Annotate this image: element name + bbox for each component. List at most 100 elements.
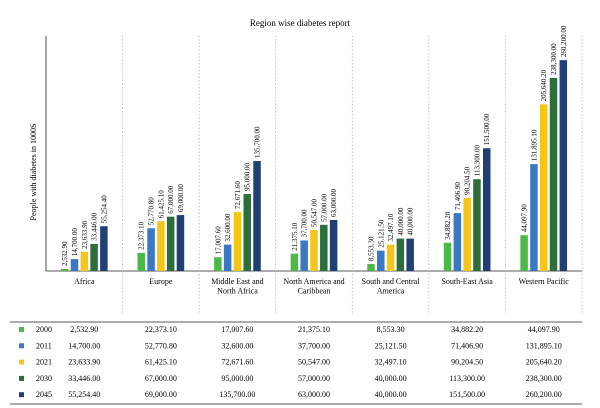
value-label: 69,000.00 [177,184,185,213]
legend-swatch-2000 [19,327,24,332]
table-cell: 8,553.30 [377,325,405,334]
value-label: 95,000.00 [244,163,252,192]
value-label: 32,497.10 [387,213,395,242]
bar-2011-4 [300,240,308,271]
value-label: 238,300.00 [550,43,558,75]
legend-year-2000: 2000 [36,325,52,334]
category-label: North America and [283,277,344,286]
value-label: 34,882.20 [444,211,452,240]
table-cell: 205,640.20 [526,358,562,367]
value-label: 50,547.00 [311,199,319,228]
table-cell: 71,406.90 [451,341,483,350]
bar-2000-7 [520,235,528,271]
table-cell: 55,254.40 [68,390,100,399]
category-label: South and Central [362,277,421,286]
table-cell: 90,204.50 [451,358,483,367]
value-label: 17,007.60 [214,226,222,255]
table-cell: 52,770.80 [145,341,177,350]
table-cell: 44,097.90 [528,325,560,334]
bar-2000-1 [60,268,69,271]
table-cell: 67,000.00 [145,374,177,383]
bar-2000-3 [214,257,222,271]
value-label: 205,640.20 [540,69,548,101]
legend-year-2030: 2030 [36,374,52,383]
table-cell: 113,300.00 [449,374,485,383]
value-label: 131,895.10 [530,129,538,161]
table-cell: 40,000.00 [375,390,407,399]
bar-2030-3 [243,194,251,271]
value-label: 52,770.80 [148,197,156,226]
table-cell: 151,500.00 [449,390,485,399]
value-label: 2,532.90 [61,241,69,266]
category-label: Caribbean [298,287,331,296]
value-label: 151,500.00 [483,113,491,145]
legend-year-2011: 2011 [36,341,52,350]
bar-2045-5 [406,238,414,271]
data-table: 2000 2,532.90 22,373.10 17,007.60 21,375.10 8… [10,321,582,405]
bar-2030-7 [549,77,558,271]
bar-2011-6 [453,213,462,271]
bar-2030-1 [90,243,98,271]
value-label: 33,446.00 [91,212,99,241]
legend-swatch-2011 [19,343,24,349]
bar-2000-5 [367,264,375,271]
table-cell: 95,000.00 [221,374,253,383]
category-label: South-East Asia [441,277,493,286]
table-cell: 22,373.10 [145,325,177,334]
bar-2045-6 [482,148,491,271]
value-label: 135,700.00 [254,126,262,158]
category-label: Western Pacific [519,277,570,286]
bar-2011-1 [70,259,79,271]
value-label: 67,000.00 [167,185,175,214]
table-cell: 14,700.00 [68,341,100,350]
bar-2011-3 [223,244,232,271]
table-cell: 33,446.00 [68,374,100,383]
value-label: 63,000.00 [330,188,338,217]
table-cell: 57,000.00 [298,374,330,383]
bar-2030-2 [166,216,175,271]
bar-2021-7 [539,104,548,271]
value-label: 37,700.00 [301,209,309,238]
table-cell: 260,200.00 [526,390,562,399]
bar-2021-4 [310,230,318,271]
bar-2000-2 [137,252,146,271]
table-cell: 17,007.60 [221,325,253,334]
value-label: 21,375.10 [291,222,299,251]
table-cell: 63,000.00 [298,390,330,399]
value-label: 44,097.90 [521,204,529,233]
value-label: 113,300.00 [473,144,481,176]
bar-2045-4 [329,219,338,271]
bar-2021-1 [80,251,89,271]
value-label: 72,671.60 [234,181,242,210]
table-cell: 2,532.90 [70,325,98,334]
value-label: 40,000.00 [407,207,415,236]
value-label: 25,121.50 [377,219,385,248]
value-label: 22,373.10 [138,221,146,250]
value-label: 61,425.10 [157,190,165,219]
category-label: Europe [149,277,173,286]
table-cell: 32,497.10 [375,358,407,367]
value-label: 55,254.40 [100,195,108,224]
bar-2000-4 [290,253,299,271]
bar-2011-2 [147,228,155,271]
y-axis-label: People with diabetes in 1000S [29,124,38,221]
category-label: Middle East and [211,277,263,286]
legend-swatch-2045 [19,392,24,398]
table-cell: 37,700.00 [298,341,330,350]
bar-2021-5 [386,244,395,271]
bar-2021-2 [157,221,165,271]
bar-2000-6 [443,242,452,271]
table-cell: 238,300.00 [526,374,562,383]
value-label: 8,553.30 [367,236,375,261]
bar-2021-3 [233,212,242,271]
value-label: 23,633.90 [81,220,89,249]
category-label: North Africa [217,287,258,296]
legend-swatch-2021 [19,359,24,365]
table-cell: 131,895.10 [526,341,562,350]
table-cell: 69,000.00 [145,390,177,399]
value-label: 32,600.00 [224,213,232,242]
legend-swatch-2030 [19,375,24,381]
plot-layer: 2,532.90 14,700.00 23,633.90 33,446.0055,25… [45,25,583,315]
